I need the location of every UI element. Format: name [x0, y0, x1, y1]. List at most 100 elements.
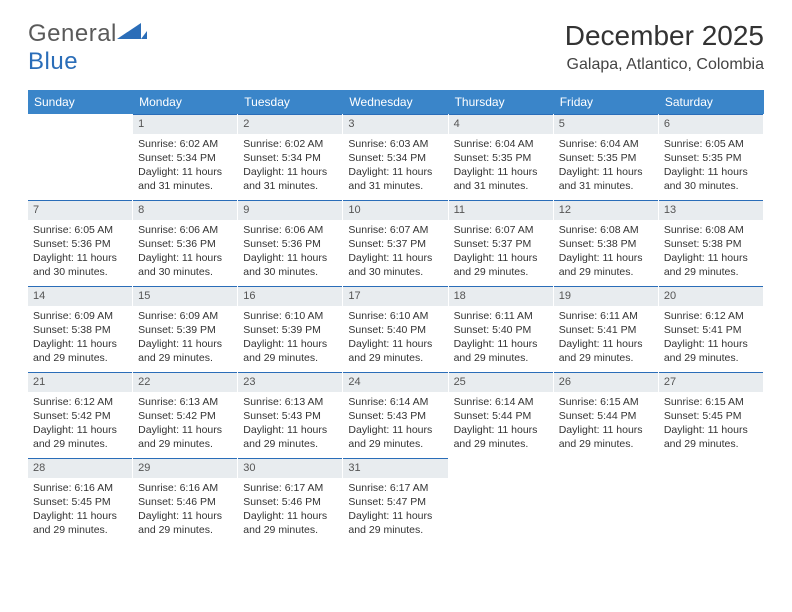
sunset-text: Sunset: 5:38 PM: [559, 237, 653, 251]
cell-body: Sunrise: 6:06 AMSunset: 5:36 PMDaylight:…: [238, 220, 342, 286]
day-number: 27: [659, 372, 763, 392]
sunrise-text: Sunrise: 6:11 AM: [559, 309, 653, 323]
day-header: Tuesday: [238, 90, 343, 114]
cell-body: Sunrise: 6:02 AMSunset: 5:34 PMDaylight:…: [133, 134, 237, 200]
triangle-icon: [117, 21, 147, 41]
sunrise-text: Sunrise: 6:16 AM: [138, 481, 232, 495]
sunrise-text: Sunrise: 6:13 AM: [138, 395, 232, 409]
cell-body: [554, 478, 658, 487]
sunrise-text: Sunrise: 6:02 AM: [243, 137, 337, 151]
day-header: Friday: [554, 90, 659, 114]
day-number: 4: [449, 114, 553, 134]
sunrise-text: Sunrise: 6:07 AM: [348, 223, 442, 237]
day-number: 31: [343, 458, 447, 478]
day-number: 2: [238, 114, 342, 134]
day-header: Thursday: [449, 90, 554, 114]
calendar-cell: 27Sunrise: 6:15 AMSunset: 5:45 PMDayligh…: [659, 372, 764, 458]
brand-name-b: Blue: [28, 48, 78, 75]
calendar-cell: 11Sunrise: 6:07 AMSunset: 5:37 PMDayligh…: [449, 200, 554, 286]
calendar-cell: 29Sunrise: 6:16 AMSunset: 5:46 PMDayligh…: [133, 458, 238, 544]
sunrise-text: Sunrise: 6:09 AM: [138, 309, 232, 323]
cell-body: Sunrise: 6:08 AMSunset: 5:38 PMDaylight:…: [554, 220, 658, 286]
day-header: Saturday: [659, 90, 764, 114]
daylight-text: Daylight: 11 hours and 29 minutes.: [33, 337, 127, 365]
daylight-text: Daylight: 11 hours and 30 minutes.: [33, 251, 127, 279]
calendar-cell: [659, 458, 764, 544]
sunrise-text: Sunrise: 6:10 AM: [243, 309, 337, 323]
daylight-text: Daylight: 11 hours and 31 minutes.: [454, 165, 548, 193]
calendar-cell: 14Sunrise: 6:09 AMSunset: 5:38 PMDayligh…: [28, 286, 133, 372]
daylight-text: Daylight: 11 hours and 29 minutes.: [559, 423, 653, 451]
cell-body: Sunrise: 6:09 AMSunset: 5:38 PMDaylight:…: [28, 306, 132, 372]
calendar-cell: 15Sunrise: 6:09 AMSunset: 5:39 PMDayligh…: [133, 286, 238, 372]
calendar-cell: 20Sunrise: 6:12 AMSunset: 5:41 PMDayligh…: [659, 286, 764, 372]
daylight-text: Daylight: 11 hours and 29 minutes.: [138, 423, 232, 451]
cell-body: Sunrise: 6:05 AMSunset: 5:35 PMDaylight:…: [659, 134, 763, 200]
cell-body: [28, 134, 132, 143]
sunrise-text: Sunrise: 6:12 AM: [664, 309, 758, 323]
sunrise-text: Sunrise: 6:03 AM: [348, 137, 442, 151]
cell-body: [659, 478, 763, 487]
cell-body: Sunrise: 6:03 AMSunset: 5:34 PMDaylight:…: [343, 134, 447, 200]
calendar-cell: 25Sunrise: 6:14 AMSunset: 5:44 PMDayligh…: [449, 372, 554, 458]
day-number: 6: [659, 114, 763, 134]
calendar-cell: [28, 114, 133, 200]
calendar-grid: SundayMondayTuesdayWednesdayThursdayFrid…: [28, 90, 764, 544]
sunset-text: Sunset: 5:35 PM: [559, 151, 653, 165]
sunset-text: Sunset: 5:40 PM: [454, 323, 548, 337]
sunrise-text: Sunrise: 6:14 AM: [348, 395, 442, 409]
sunrise-text: Sunrise: 6:05 AM: [664, 137, 758, 151]
sunrise-text: Sunrise: 6:14 AM: [454, 395, 548, 409]
cell-body: Sunrise: 6:17 AMSunset: 5:46 PMDaylight:…: [238, 478, 342, 544]
cell-body: Sunrise: 6:15 AMSunset: 5:45 PMDaylight:…: [659, 392, 763, 458]
cell-body: Sunrise: 6:06 AMSunset: 5:36 PMDaylight:…: [133, 220, 237, 286]
sunset-text: Sunset: 5:36 PM: [243, 237, 337, 251]
daylight-text: Daylight: 11 hours and 29 minutes.: [664, 251, 758, 279]
sunrise-text: Sunrise: 6:04 AM: [454, 137, 548, 151]
sunrise-text: Sunrise: 6:13 AM: [243, 395, 337, 409]
cell-body: [449, 478, 553, 487]
cell-body: Sunrise: 6:05 AMSunset: 5:36 PMDaylight:…: [28, 220, 132, 286]
daylight-text: Daylight: 11 hours and 29 minutes.: [138, 509, 232, 537]
brand-logo: General Blue: [28, 20, 147, 76]
day-number: 23: [238, 372, 342, 392]
sunset-text: Sunset: 5:37 PM: [454, 237, 548, 251]
cell-body: Sunrise: 6:04 AMSunset: 5:35 PMDaylight:…: [554, 134, 658, 200]
sunset-text: Sunset: 5:41 PM: [664, 323, 758, 337]
sunset-text: Sunset: 5:37 PM: [348, 237, 442, 251]
sunset-text: Sunset: 5:45 PM: [33, 495, 127, 509]
sunset-text: Sunset: 5:36 PM: [33, 237, 127, 251]
day-number: 5: [554, 114, 658, 134]
cell-body: Sunrise: 6:11 AMSunset: 5:41 PMDaylight:…: [554, 306, 658, 372]
cell-body: Sunrise: 6:07 AMSunset: 5:37 PMDaylight:…: [343, 220, 447, 286]
calendar-cell: 2Sunrise: 6:02 AMSunset: 5:34 PMDaylight…: [238, 114, 343, 200]
daylight-text: Daylight: 11 hours and 29 minutes.: [33, 509, 127, 537]
sunrise-text: Sunrise: 6:08 AM: [559, 223, 653, 237]
sunset-text: Sunset: 5:43 PM: [243, 409, 337, 423]
sunset-text: Sunset: 5:44 PM: [454, 409, 548, 423]
daylight-text: Daylight: 11 hours and 29 minutes.: [664, 337, 758, 365]
day-number: 9: [238, 200, 342, 220]
day-header: Monday: [133, 90, 238, 114]
calendar-cell: 12Sunrise: 6:08 AMSunset: 5:38 PMDayligh…: [554, 200, 659, 286]
sunrise-text: Sunrise: 6:06 AM: [243, 223, 337, 237]
sunrise-text: Sunrise: 6:04 AM: [559, 137, 653, 151]
cell-body: Sunrise: 6:13 AMSunset: 5:43 PMDaylight:…: [238, 392, 342, 458]
daylight-text: Daylight: 11 hours and 29 minutes.: [454, 423, 548, 451]
sunrise-text: Sunrise: 6:05 AM: [33, 223, 127, 237]
sunrise-text: Sunrise: 6:16 AM: [33, 481, 127, 495]
calendar-cell: 9Sunrise: 6:06 AMSunset: 5:36 PMDaylight…: [238, 200, 343, 286]
daylight-text: Daylight: 11 hours and 29 minutes.: [348, 337, 442, 365]
calendar-cell: 31Sunrise: 6:17 AMSunset: 5:47 PMDayligh…: [343, 458, 448, 544]
day-number: 24: [343, 372, 447, 392]
location: Galapa, Atlantico, Colombia: [565, 56, 764, 74]
daylight-text: Daylight: 11 hours and 31 minutes.: [559, 165, 653, 193]
sunset-text: Sunset: 5:34 PM: [243, 151, 337, 165]
sunset-text: Sunset: 5:43 PM: [348, 409, 442, 423]
cell-body: Sunrise: 6:08 AMSunset: 5:38 PMDaylight:…: [659, 220, 763, 286]
daylight-text: Daylight: 11 hours and 30 minutes.: [348, 251, 442, 279]
sunset-text: Sunset: 5:38 PM: [664, 237, 758, 251]
day-number: 16: [238, 286, 342, 306]
calendar-page: General Blue December 2025 Galapa, Atlan…: [0, 0, 792, 564]
daylight-text: Daylight: 11 hours and 29 minutes.: [243, 423, 337, 451]
